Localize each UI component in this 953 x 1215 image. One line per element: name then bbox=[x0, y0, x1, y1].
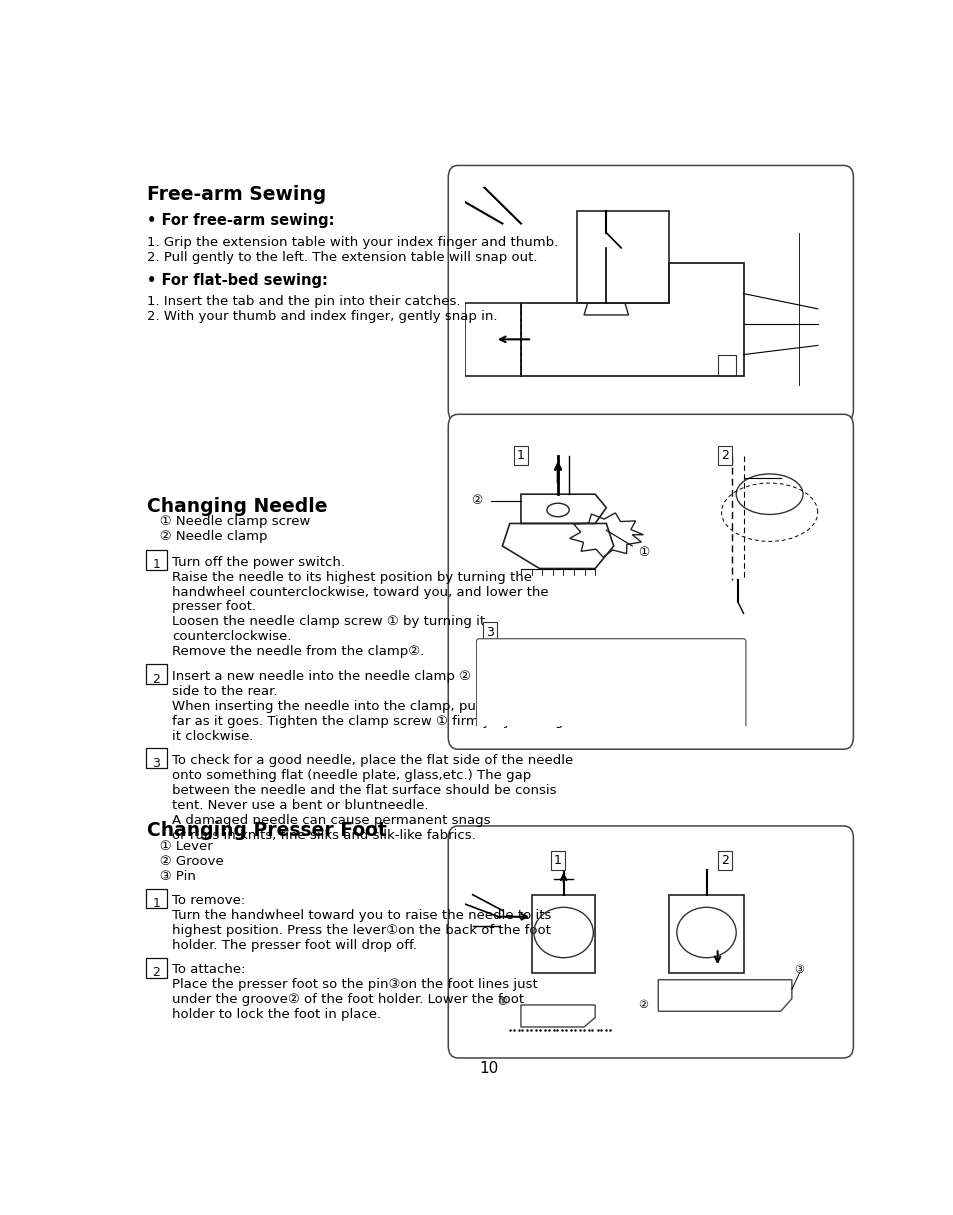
Text: highest position. Press the lever①on the back of the foot: highest position. Press the lever①on the… bbox=[172, 925, 551, 937]
FancyBboxPatch shape bbox=[448, 414, 853, 750]
Text: under the groove② of the foot holder. Lower the foot: under the groove② of the foot holder. Lo… bbox=[172, 994, 524, 1006]
Text: Raise the needle to its highest position by turning the: Raise the needle to its highest position… bbox=[172, 571, 532, 583]
FancyBboxPatch shape bbox=[146, 957, 167, 978]
Text: counterclockwise.: counterclockwise. bbox=[172, 631, 292, 644]
Text: handwheel counterclockwise, toward you, and lower the: handwheel counterclockwise, toward you, … bbox=[172, 586, 549, 599]
Text: or runs in knits, fine silks and silk-like fabrics.: or runs in knits, fine silks and silk-li… bbox=[172, 829, 476, 842]
Text: far as it goes. Tighten the clamp screw ① firmly by turning: far as it goes. Tighten the clamp screw … bbox=[172, 714, 563, 728]
Text: holder. The presser foot will drop off.: holder. The presser foot will drop off. bbox=[172, 939, 416, 953]
Text: Turn off the power switch.: Turn off the power switch. bbox=[172, 555, 344, 569]
Text: Changing Presser Foot: Changing Presser Foot bbox=[147, 821, 387, 841]
Text: presser foot.: presser foot. bbox=[172, 600, 256, 614]
Text: between the needle and the flat surface should be consis: between the needle and the flat surface … bbox=[172, 784, 557, 797]
Text: Free-arm Sewing: Free-arm Sewing bbox=[147, 185, 326, 204]
Text: 1. Grip the extension table with your index finger and thumb.: 1. Grip the extension table with your in… bbox=[147, 236, 558, 249]
Text: Remove the needle from the clamp②.: Remove the needle from the clamp②. bbox=[172, 645, 424, 659]
Text: 1. Insert the tab and the pin into their catches.: 1. Insert the tab and the pin into their… bbox=[147, 295, 460, 309]
Text: Changing Needle: Changing Needle bbox=[147, 497, 328, 515]
Text: Turn the handwheel toward you to raise the needle to its: Turn the handwheel toward you to raise t… bbox=[172, 909, 551, 922]
Text: Loosen the needle clamp screw ① by turning it: Loosen the needle clamp screw ① by turni… bbox=[172, 616, 485, 628]
Text: ① Needle clamp screw: ① Needle clamp screw bbox=[147, 515, 311, 529]
Text: it clockwise.: it clockwise. bbox=[172, 729, 253, 742]
Text: ② Groove: ② Groove bbox=[147, 855, 224, 868]
Text: • For free-arm sewing:: • For free-arm sewing: bbox=[147, 213, 335, 228]
Text: 2. With your thumb and index finger, gently snap in.: 2. With your thumb and index finger, gen… bbox=[147, 311, 497, 323]
Text: 1: 1 bbox=[152, 897, 160, 910]
FancyBboxPatch shape bbox=[146, 888, 167, 909]
Text: • For flat-bed sewing:: • For flat-bed sewing: bbox=[147, 273, 328, 288]
Text: When inserting the needle into the clamp, push it up as: When inserting the needle into the clamp… bbox=[172, 700, 545, 713]
FancyBboxPatch shape bbox=[448, 165, 853, 422]
Text: holder to lock the foot in place.: holder to lock the foot in place. bbox=[172, 1008, 381, 1022]
FancyBboxPatch shape bbox=[146, 550, 167, 570]
Text: A damaged needle can cause permanent snags: A damaged needle can cause permanent sna… bbox=[172, 814, 491, 826]
FancyBboxPatch shape bbox=[146, 748, 167, 768]
Text: 3: 3 bbox=[152, 757, 160, 770]
Text: Insert a new needle into the needle clamp ② with the flat: Insert a new needle into the needle clam… bbox=[172, 669, 556, 683]
FancyBboxPatch shape bbox=[448, 826, 853, 1058]
Text: ① Lever: ① Lever bbox=[147, 840, 213, 853]
Text: To attache:: To attache: bbox=[172, 963, 245, 977]
Text: ③ Pin: ③ Pin bbox=[147, 870, 196, 883]
Text: Place the presser foot so the pin③on the foot lines just: Place the presser foot so the pin③on the… bbox=[172, 978, 537, 991]
Text: side to the rear.: side to the rear. bbox=[172, 685, 277, 697]
FancyBboxPatch shape bbox=[146, 665, 167, 684]
Text: tent. Never use a bent or bluntneedle.: tent. Never use a bent or bluntneedle. bbox=[172, 798, 429, 812]
Text: To remove:: To remove: bbox=[172, 894, 245, 908]
Text: ② Needle clamp: ② Needle clamp bbox=[147, 530, 268, 543]
Text: 2: 2 bbox=[152, 966, 160, 979]
Text: To check for a good needle, place the flat side of the needle: To check for a good needle, place the fl… bbox=[172, 753, 573, 767]
Text: 10: 10 bbox=[478, 1061, 498, 1075]
Text: 2. Pull gently to the left. The extension table will snap out.: 2. Pull gently to the left. The extensio… bbox=[147, 250, 537, 264]
Text: 2: 2 bbox=[152, 673, 160, 685]
Text: 1: 1 bbox=[152, 559, 160, 571]
Text: onto something flat (needle plate, glass,etc.) The gap: onto something flat (needle plate, glass… bbox=[172, 769, 531, 782]
